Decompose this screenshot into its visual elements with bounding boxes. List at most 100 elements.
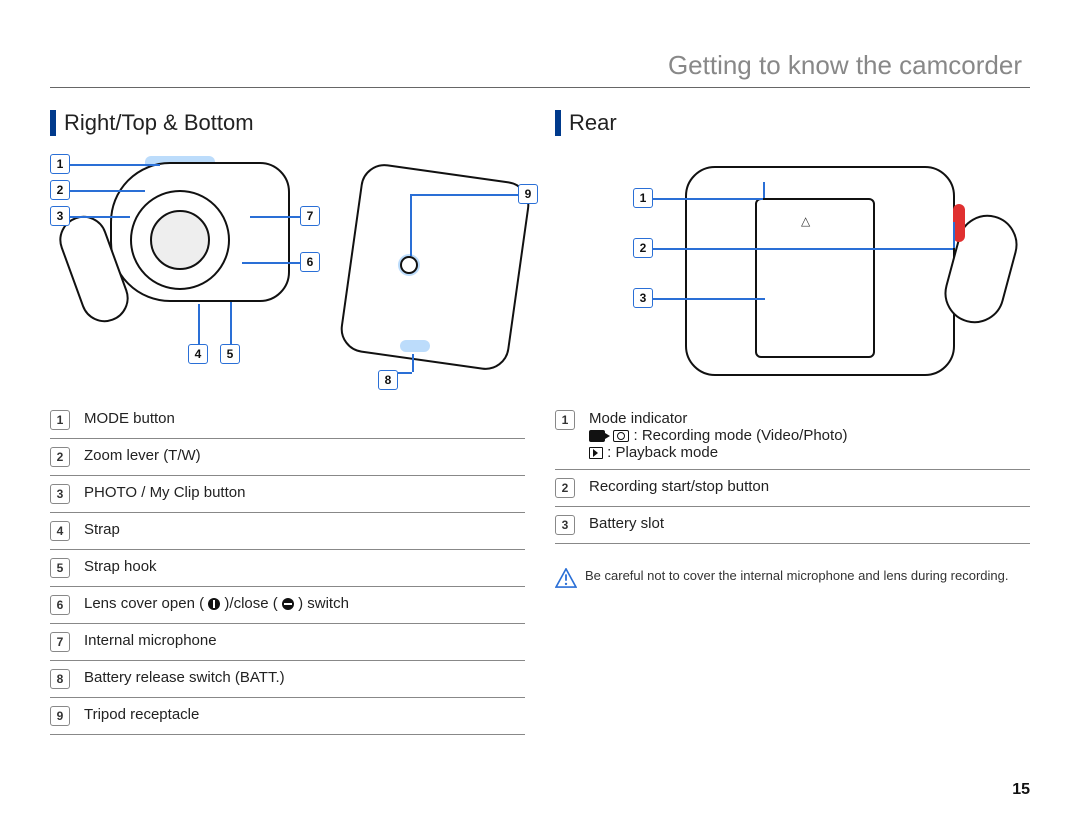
callout-r1: 1: [633, 188, 653, 208]
battery-slot: [755, 198, 875, 358]
legend-text-part: Lens cover open (: [84, 595, 208, 612]
accent-batt: [400, 340, 430, 352]
callout-lead: [70, 164, 160, 166]
callout-9: 9: [518, 184, 538, 204]
legend-num: 4: [50, 521, 70, 541]
legend-num: 3: [555, 515, 575, 535]
legend-text-part: Mode indicator: [589, 410, 687, 427]
legend-text: Strap: [84, 513, 525, 550]
table-row: 9 Tripod receptacle: [50, 698, 525, 735]
callout-r2: 2: [633, 238, 653, 258]
video-icon: [589, 430, 605, 442]
legend-text: PHOTO / My Clip button: [84, 476, 525, 513]
heading-bar-icon: [555, 110, 561, 136]
callout-lead: [653, 198, 763, 200]
tripod-hole: [400, 256, 418, 274]
section-heading-right: Rear: [555, 110, 1030, 136]
title-rule: [50, 87, 1030, 88]
legend-text: Lens cover open ( )/close ( ) switch: [84, 587, 525, 624]
page-title: Getting to know the camcorder: [50, 50, 1030, 81]
callout-1: 1: [50, 154, 70, 174]
callout-lead: [410, 194, 518, 196]
close-icon: [282, 598, 294, 610]
table-row: 1 MODE button: [50, 402, 525, 439]
heading-bar-icon: [50, 110, 56, 136]
callout-7: 7: [300, 206, 320, 226]
callout-lead: [398, 372, 412, 374]
callout-lead: [410, 194, 412, 256]
note-text: Be careful not to cover the internal mic…: [585, 568, 1008, 588]
legend-num: 9: [50, 706, 70, 726]
page-number: 15: [1012, 781, 1030, 799]
legend-text: Zoom lever (T/W): [84, 439, 525, 476]
legend-text: Mode indicator : Recording mode (Video/P…: [589, 402, 1030, 470]
legend-text-part: : Playback mode: [607, 444, 718, 461]
section-title: Right/Top & Bottom: [64, 110, 254, 136]
legend-text: Strap hook: [84, 550, 525, 587]
figure-right-top-bottom: 1 2 3 4 5 6 7 8 9: [50, 154, 525, 384]
legend-text-part: ) switch: [294, 595, 349, 612]
callout-lead: [70, 216, 130, 218]
legend-num: 1: [50, 410, 70, 430]
callout-3: 3: [50, 206, 70, 226]
legend-num: 8: [50, 669, 70, 689]
triangle-icon: △: [801, 214, 810, 228]
left-column: Right/Top & Bottom 1 2 3: [50, 110, 525, 735]
section-title: Rear: [569, 110, 617, 136]
photo-icon: [613, 430, 629, 442]
legend-num: 1: [555, 410, 575, 430]
callout-lead: [763, 182, 765, 198]
callout-lead: [412, 354, 414, 372]
table-row: 3 Battery slot: [555, 507, 1030, 544]
figure-rear: △ 1 2 3: [555, 154, 1030, 384]
legend-text-part: : Recording mode (Video/Photo): [634, 427, 848, 444]
legend-num: 2: [50, 447, 70, 467]
callout-lead: [230, 302, 232, 344]
legend-text: Internal microphone: [84, 624, 525, 661]
callout-lead: [70, 190, 145, 192]
callout-lead: [653, 298, 765, 300]
legend-table-left: 1 MODE button 2 Zoom lever (T/W) 3 PHOTO / …: [50, 402, 525, 735]
right-column: Rear △ 1 2 3 1: [555, 110, 1030, 735]
table-row: 2 Recording start/stop button: [555, 470, 1030, 507]
callout-lead: [198, 304, 200, 344]
callout-lead: [242, 262, 300, 264]
callout-r3: 3: [633, 288, 653, 308]
open-icon: [208, 598, 220, 610]
legend-num: 3: [50, 484, 70, 504]
legend-text: Recording start/stop button: [589, 470, 1030, 507]
legend-text: Battery slot: [589, 507, 1030, 544]
callout-lead: [250, 216, 300, 218]
table-row: 7 Internal microphone: [50, 624, 525, 661]
callout-4: 4: [188, 344, 208, 364]
table-row: 8Battery release switch (BATT.): [50, 661, 525, 698]
callout-2: 2: [50, 180, 70, 200]
section-heading-left: Right/Top & Bottom: [50, 110, 525, 136]
callout-5: 5: [220, 344, 240, 364]
table-row: 4 Strap: [50, 513, 525, 550]
legend-num: 6: [50, 595, 70, 615]
callout-lead: [953, 222, 955, 248]
callout-8: 8: [378, 370, 398, 390]
table-row: 3 PHOTO / My Clip button: [50, 476, 525, 513]
legend-num: 7: [50, 632, 70, 652]
callout-6: 6: [300, 252, 320, 272]
playback-icon: [589, 447, 603, 459]
table-row: 5 Strap hook: [50, 550, 525, 587]
legend-table-right: 1 Mode indicator : Recording mode (Video…: [555, 402, 1030, 544]
two-column-layout: Right/Top & Bottom 1 2 3: [50, 110, 1030, 735]
warning-icon: [555, 568, 577, 588]
callout-lead: [653, 248, 953, 250]
manual-page: Getting to know the camcorder Right/Top …: [0, 0, 1080, 825]
lens-inner: [150, 210, 210, 270]
legend-text: MODE button: [84, 402, 525, 439]
record-button: [953, 204, 965, 242]
legend-text-part: )/close (: [220, 595, 282, 612]
legend-num: 5: [50, 558, 70, 578]
legend-text: Tripod receptacle: [84, 698, 525, 735]
legend-num: 2: [555, 478, 575, 498]
camcorder-bottom: [338, 161, 533, 373]
warning-note: Be careful not to cover the internal mic…: [555, 568, 1030, 588]
table-row: 6 Lens cover open ( )/close ( ) switch: [50, 587, 525, 624]
table-row: 1 Mode indicator : Recording mode (Video…: [555, 402, 1030, 470]
